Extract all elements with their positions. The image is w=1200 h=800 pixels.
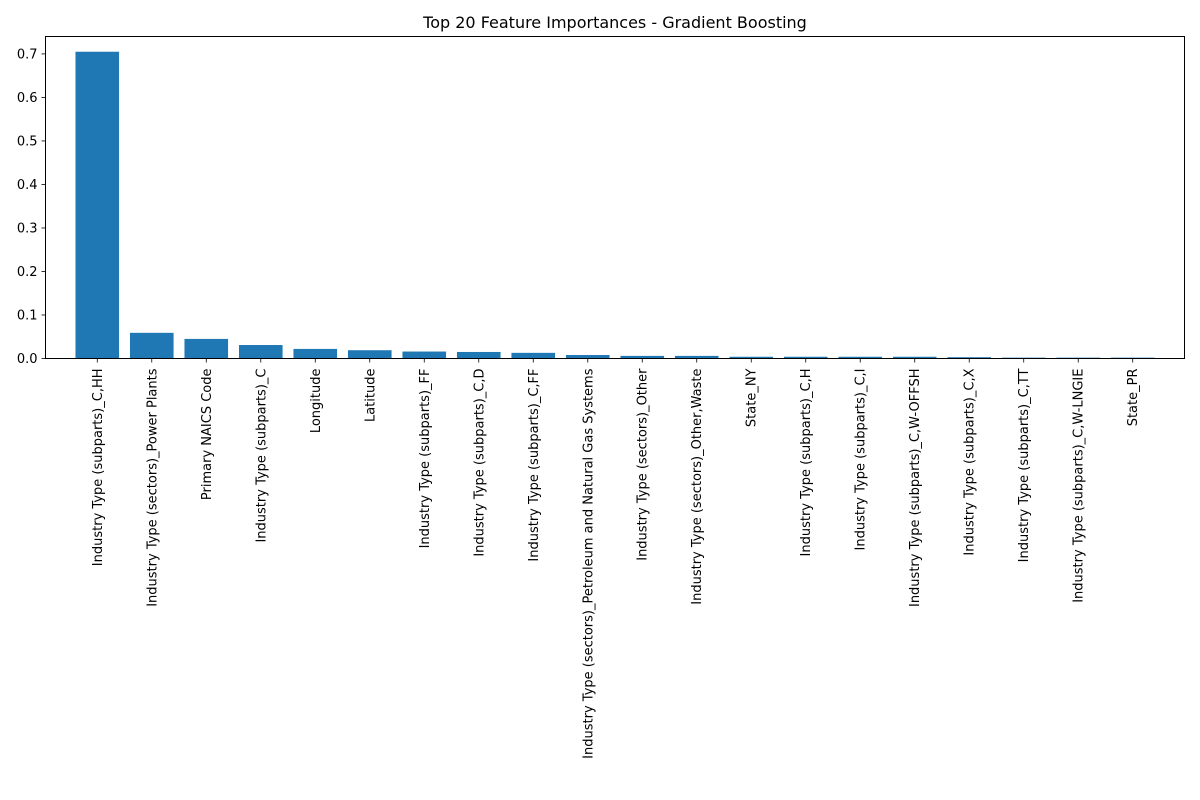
chart-title: Top 20 Feature Importances - Gradient Bo… bbox=[422, 13, 807, 32]
x-tick-label: Industry Type (subparts)_C,X bbox=[963, 368, 978, 555]
bar bbox=[674, 355, 719, 359]
y-tick-label: 0.2 bbox=[17, 265, 38, 280]
bar bbox=[238, 345, 283, 359]
x-tick-label: Industry Type (sectors)_Other,Waste bbox=[690, 369, 705, 605]
x-tick-label: Industry Type (subparts)_C,HH bbox=[91, 369, 106, 567]
x-tick-label: Latitude bbox=[363, 369, 378, 423]
x-axis: Industry Type (subparts)_C,HH Industry Ty… bbox=[91, 358, 1141, 759]
y-tick-label: 0.1 bbox=[17, 308, 38, 323]
x-tick-label: State_NY bbox=[745, 368, 760, 427]
bar bbox=[456, 351, 501, 359]
y-tick-label: 0.4 bbox=[17, 178, 38, 193]
bar bbox=[184, 338, 229, 359]
y-tick-label: 0.0 bbox=[17, 352, 38, 367]
x-tick-label: Longitude bbox=[309, 369, 324, 434]
x-tick-label: Industry Type (subparts)_C,D bbox=[472, 369, 487, 557]
bar bbox=[783, 356, 828, 359]
x-tick-label: Industry Type (sectors)_Power Plants bbox=[145, 368, 160, 607]
bar bbox=[565, 355, 610, 359]
y-tick-label: 0.3 bbox=[17, 221, 38, 236]
x-tick-label: Industry Type (subparts)_C,W-OFFSH bbox=[908, 369, 923, 608]
bar bbox=[347, 350, 392, 359]
y-axis: 0.0 0.1 0.2 0.3 0.4 0.5 0.6 0.7 bbox=[17, 47, 46, 367]
x-tick-label: Industry Type (sectors)_Petroleum and Na… bbox=[581, 368, 596, 759]
bar bbox=[402, 351, 447, 359]
plot-frame bbox=[45, 36, 1185, 359]
y-tick-label: 0.6 bbox=[17, 91, 38, 106]
bar bbox=[892, 356, 937, 359]
bar bbox=[511, 352, 556, 359]
x-tick-label: Industry Type (subparts)_C,FF bbox=[527, 369, 542, 562]
bar bbox=[838, 356, 883, 359]
bar bbox=[293, 348, 338, 359]
x-tick-label: State_PR bbox=[1126, 369, 1141, 427]
x-tick-label: Industry Type (subparts)_C bbox=[254, 369, 269, 543]
bar bbox=[129, 332, 174, 359]
x-tick-label: Industry Type (subparts)_C,I bbox=[854, 369, 869, 551]
bar bbox=[947, 357, 992, 359]
x-tick-label: Industry Type (subparts)_FF bbox=[418, 369, 433, 549]
bar bbox=[729, 356, 774, 359]
x-tick-label: Primary NAICS Code bbox=[200, 368, 215, 500]
bar bbox=[75, 51, 120, 359]
bars-layer bbox=[75, 51, 1155, 359]
x-tick-label: Industry Type (sectors)_Other bbox=[636, 368, 651, 561]
x-tick-label: Industry Type (subparts)_C,TT bbox=[1017, 368, 1032, 562]
bar bbox=[620, 355, 665, 359]
x-tick-label: Industry Type (subparts)_C,W-LNGIE bbox=[1072, 369, 1087, 603]
y-tick-label: 0.5 bbox=[17, 134, 38, 149]
x-tick-label: Industry Type (subparts)_C,H bbox=[799, 369, 814, 557]
y-tick-label: 0.7 bbox=[17, 47, 38, 62]
